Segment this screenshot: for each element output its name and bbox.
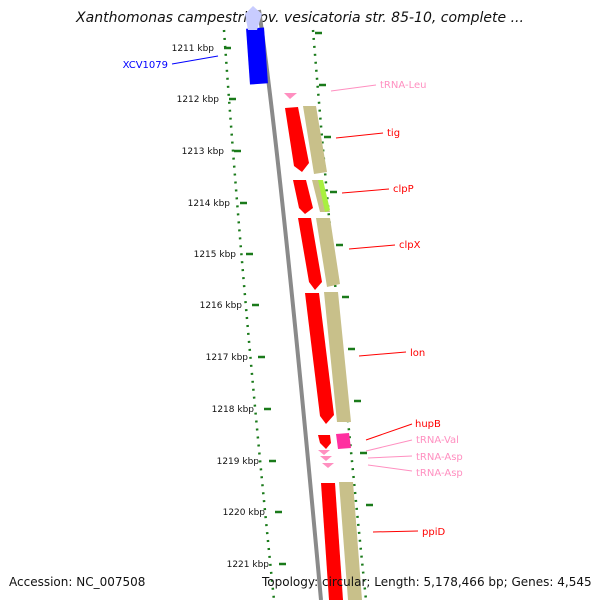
feature-label: XCV1079 [123,60,168,71]
position-tick-label: 1215 kbp [194,250,237,260]
feature-label: ppiD [422,527,445,538]
feature-label: tRNA-Val [416,435,459,446]
feature-leader-line [358,351,407,357]
feature-label: tRNA-Leu [380,80,426,91]
feature-leader-line [348,244,396,250]
gene-arrow [305,293,334,424]
feature-leader-line [335,132,384,139]
cds-band [303,106,327,174]
trna-chevron [318,450,330,455]
feature-leader-line [367,464,413,472]
feature-label: clpP [393,184,414,195]
position-tick-label: 1213 kbp [182,147,225,157]
position-tick-label: 1214 kbp [188,199,231,209]
gene-arrow [246,27,268,85]
cds-band [339,482,362,600]
feature-leader-line [367,455,413,459]
inner-tick-ring [222,29,276,600]
gene-arrow [298,218,322,290]
feature-leader-line [365,423,413,441]
position-tick-label: 1221 kbp [227,560,270,570]
cds-band [324,292,351,422]
position-tick-label: 1218 kbp [212,405,255,415]
feature-label: tRNA-Asp [416,452,463,463]
gene-arrow-head [245,6,262,30]
gene-arrow [284,93,297,99]
gene-arrow [336,433,351,449]
gene-arrow [318,435,331,449]
outer-tick-ring [311,29,368,600]
feature-leader-line [330,84,377,92]
feature-label: tRNA-Asp [416,468,463,479]
feature-leader-line [171,55,219,65]
position-tick-label: 1216 kbp [200,301,243,311]
cds-band [316,218,340,287]
trna-chevron [320,456,332,461]
feature-label: hupB [415,419,441,430]
position-tick-label: 1217 kbp [206,353,249,363]
position-tick-label: 1219 kbp [217,457,260,467]
position-tick-label: 1220 kbp [223,508,266,518]
feature-label: lon [410,348,425,359]
gene-arrow [321,483,343,600]
feature-label: clpX [399,240,421,251]
position-tick-label: 1212 kbp [177,95,220,105]
gene-arrow [285,107,309,172]
position-tick-label: 1211 kbp [172,44,215,54]
page-title: Xanthomonas campestris pv. vesicatoria s… [76,10,524,26]
feature-leader-line [341,188,390,194]
feature-leader-line [372,530,419,533]
feature-label: tig [387,128,400,139]
feature-leader-line [365,439,413,452]
cds-highlight [318,180,330,212]
topology-label: Topology: circular; Length: 5,178,466 bp… [262,575,592,589]
gene-arrow [293,180,313,214]
trna-chevron [322,463,334,468]
accession-label: Accession: NC_007508 [9,575,146,589]
